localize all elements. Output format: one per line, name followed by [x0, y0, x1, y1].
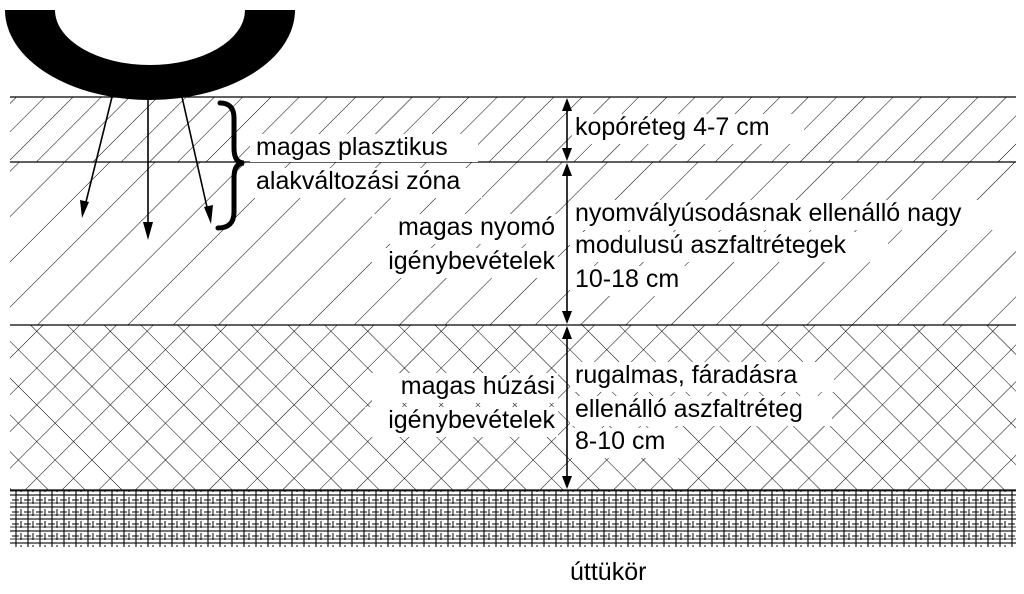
base-course-label-line-1: rugalmas, fáradásra — [575, 361, 797, 389]
arrowhead-icon — [562, 311, 572, 324]
arrowhead-icon — [204, 205, 213, 224]
tensile-stress-label-line-2: igénybevételek — [388, 406, 555, 434]
brace-label-line-1: magas plasztikus — [256, 133, 448, 161]
layer-subgrade — [10, 490, 1016, 547]
arrowhead-icon — [562, 326, 572, 339]
curly-brace-icon — [215, 100, 245, 231]
brace-label-line-2: alakváltozási zóna — [256, 167, 460, 195]
wearing-course-label: kopóréteg 4-7 cm — [575, 113, 770, 141]
compressive-stress-label-line-1: magas nyomó — [398, 213, 555, 241]
arrowhead-icon — [562, 163, 572, 176]
arrowhead-icon — [562, 148, 572, 161]
stress-arrow-left — [83, 96, 113, 211]
arrowhead-icon — [562, 476, 572, 489]
stress-arrow-right — [181, 96, 210, 217]
base-course-label-line-3: 8-10 cm — [575, 427, 665, 455]
base-course-label-line-2: ellenálló aszfaltréteg — [575, 395, 803, 423]
binder-course-label-line-2: modulusú aszfaltrétegek — [575, 231, 846, 259]
binder-course-label-line-3: 10-18 cm — [575, 265, 679, 293]
tensile-stress-label-line-1: magas húzási — [401, 372, 555, 400]
arrowhead-icon — [80, 200, 89, 218]
stress-arrows — [83, 96, 210, 232]
arrowhead-icon — [562, 98, 572, 111]
layer-wearing-course — [10, 97, 1016, 162]
tyre-icon — [5, 10, 295, 100]
compressive-stress-label-line-2: igénybevételek — [388, 247, 555, 275]
subgrade-label: úttükör — [570, 558, 646, 586]
binder-course-label-line-1: nyomvályúsodásnak ellenálló nagy — [575, 199, 962, 227]
arrowhead-icon — [143, 222, 153, 240]
